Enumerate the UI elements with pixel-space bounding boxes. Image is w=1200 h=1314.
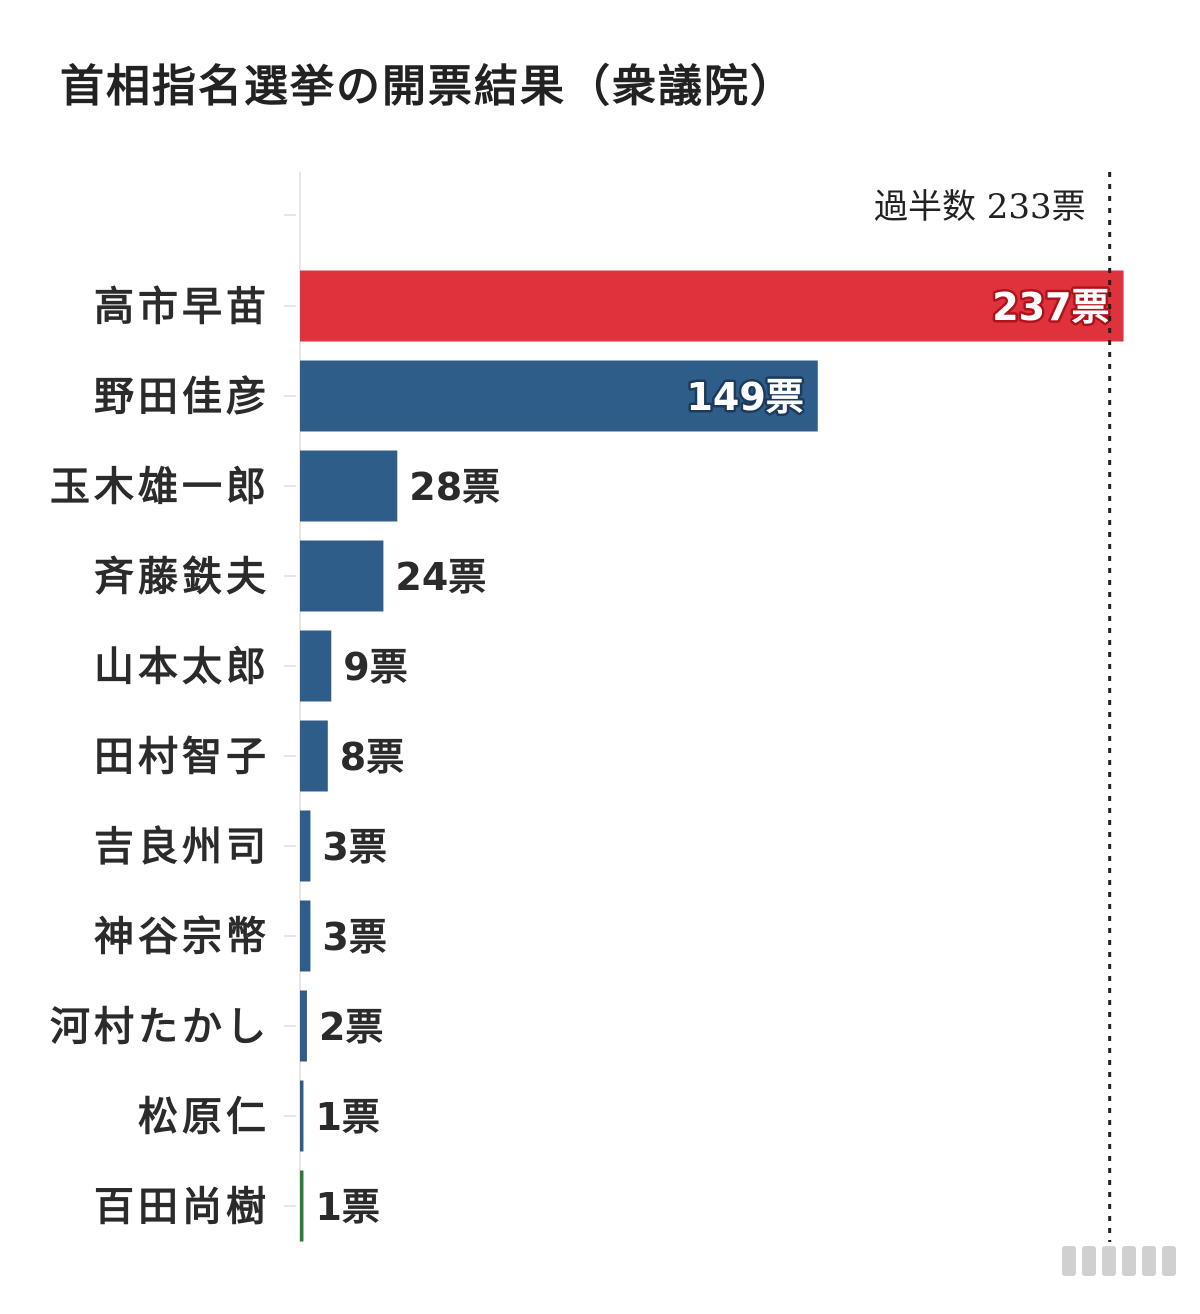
majority-reference-label: 過半数 233票 xyxy=(874,187,1086,227)
value-label: 3票 xyxy=(322,915,386,959)
bar-7 xyxy=(300,900,311,972)
category-label: 田村智子 xyxy=(94,733,270,780)
bar-10 xyxy=(300,1170,304,1242)
value-label: 1票 xyxy=(315,1095,379,1139)
reference-layer: 過半数 233票 xyxy=(874,172,1112,1242)
bar-5 xyxy=(300,720,328,792)
bar-9 xyxy=(300,1080,304,1152)
bars-layer xyxy=(300,270,1124,1242)
value-label: 24票 xyxy=(395,555,486,599)
category-label: 松原仁 xyxy=(138,1093,270,1140)
bar-2 xyxy=(300,450,398,522)
bar-4 xyxy=(300,630,332,702)
bar-3 xyxy=(300,540,384,612)
chart-title: 首相指名選挙の開票結果（衆議院） xyxy=(60,61,796,112)
value-label: 3票 xyxy=(322,825,386,869)
category-label: 野田佳彦 xyxy=(94,373,270,420)
value-label: 237票 xyxy=(992,285,1109,329)
category-label: 神谷宗幣 xyxy=(94,913,270,960)
category-label: 百田尚樹 xyxy=(94,1183,270,1230)
category-label: 河村たかし xyxy=(50,1003,270,1050)
category-label: 高市早苗 xyxy=(94,283,270,330)
axis-layer xyxy=(284,172,301,1242)
value-label: 8票 xyxy=(340,735,404,779)
category-label: 吉良州司 xyxy=(94,823,270,870)
value-label: 1票 xyxy=(315,1185,379,1229)
bar-6 xyxy=(300,810,311,882)
category-label: 玉木雄一郎 xyxy=(50,463,270,510)
bar-1 xyxy=(300,360,818,432)
value-label: 9票 xyxy=(343,645,407,689)
category-label: 斉藤鉄夫 xyxy=(94,553,270,600)
watermark-decoration xyxy=(1062,1246,1176,1276)
bar-0 xyxy=(300,270,1124,342)
value-label: 149票 xyxy=(686,375,803,419)
bar-8 xyxy=(300,990,307,1062)
category-label: 山本太郎 xyxy=(94,643,270,690)
value-label: 28票 xyxy=(409,465,500,509)
value-label: 2票 xyxy=(319,1005,383,1049)
